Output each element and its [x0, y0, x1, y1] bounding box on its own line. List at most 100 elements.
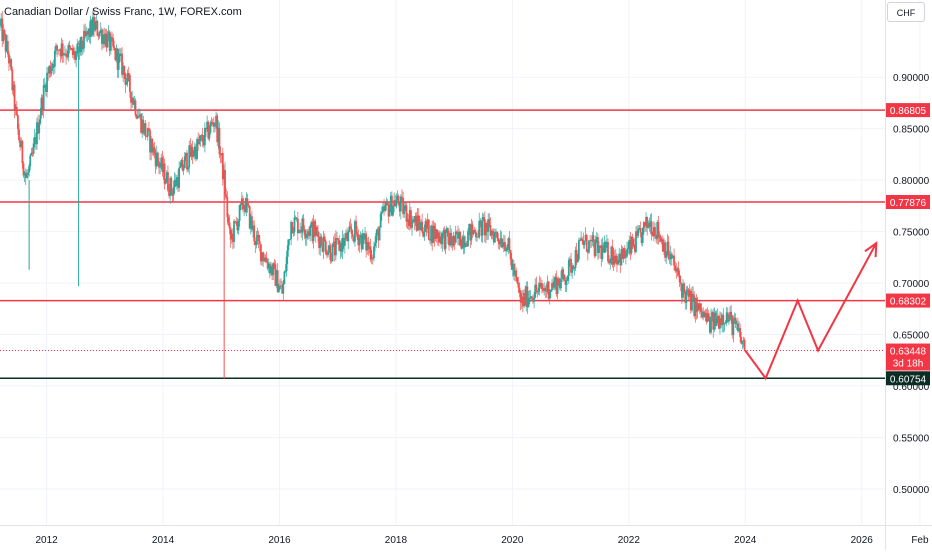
candle-body	[118, 53, 121, 56]
candle-body	[340, 243, 343, 252]
candle-body	[638, 227, 641, 230]
candle-body	[732, 320, 735, 336]
candle-body	[703, 311, 706, 317]
candle-body	[317, 231, 319, 237]
candle-body	[131, 97, 134, 103]
candle-body	[588, 240, 590, 253]
candle-body	[77, 43, 80, 45]
candle-body	[644, 222, 646, 227]
candle-body	[296, 218, 299, 234]
candle-body	[48, 65, 51, 74]
candle-body	[128, 75, 131, 93]
candle-body	[706, 313, 709, 322]
candle-body	[619, 253, 622, 266]
candle-body	[395, 200, 398, 207]
candle-body	[21, 141, 24, 164]
projection-path	[744, 241, 878, 381]
candle-body	[121, 53, 123, 75]
candle-body	[376, 229, 379, 234]
level-label-bg	[886, 293, 930, 308]
candle-body	[378, 227, 381, 241]
currency-button[interactable]: CHF	[887, 2, 925, 22]
candle-body	[351, 233, 354, 237]
candle-body	[197, 139, 200, 145]
candle-body	[469, 223, 472, 241]
candle-body	[560, 278, 562, 289]
candle-body	[134, 100, 137, 116]
candle-body	[362, 233, 365, 240]
projection-polyline[interactable]	[744, 242, 878, 381]
candle-body	[490, 230, 493, 236]
candle-body	[20, 141, 23, 148]
candle-body	[542, 289, 544, 291]
candle-body	[46, 72, 48, 92]
candle-body	[697, 303, 700, 311]
candle-body	[515, 270, 518, 278]
candle-body	[370, 257, 373, 260]
candle-body	[226, 196, 229, 217]
candle-body	[284, 271, 287, 272]
candle-body	[188, 145, 191, 168]
candle-body	[117, 53, 120, 70]
candle-body	[79, 37, 82, 53]
candle-body	[545, 290, 548, 292]
candle-body	[693, 295, 696, 317]
candle-body	[80, 37, 83, 49]
candle-body	[385, 201, 388, 206]
candle-body	[544, 287, 547, 291]
candle-body	[144, 123, 147, 137]
candle-body	[207, 121, 210, 139]
candle-body	[304, 235, 307, 239]
candle-body	[482, 217, 485, 220]
candle-body	[81, 48, 84, 50]
candle-body	[94, 23, 97, 31]
candle-body	[510, 259, 513, 270]
candle-body	[601, 245, 604, 259]
candle-body	[261, 252, 263, 262]
candle-body	[489, 224, 492, 236]
candle-body	[414, 215, 417, 223]
candle-body	[636, 231, 639, 236]
candle-body	[416, 215, 419, 231]
candle-body	[676, 268, 679, 272]
current-price-label: 0.63448	[890, 347, 927, 358]
candle-body	[75, 53, 78, 60]
candle-body	[358, 237, 361, 246]
candle-body	[133, 100, 136, 105]
candle-body	[628, 239, 631, 248]
candle-body	[1, 18, 4, 42]
candle-body	[648, 223, 651, 228]
candle-body	[476, 236, 478, 238]
candle-body	[711, 312, 714, 317]
candle-body	[633, 244, 636, 252]
candle-body	[335, 237, 337, 256]
candle-body	[178, 167, 181, 188]
candle-body	[726, 312, 729, 322]
candle-body	[289, 239, 291, 240]
candle-body	[333, 241, 336, 256]
candle-body	[642, 222, 645, 228]
candle-body	[622, 248, 625, 259]
candle-body	[23, 172, 26, 176]
x-tick-label: 2018	[385, 535, 408, 546]
candle-body	[231, 233, 234, 242]
candle-body	[731, 315, 734, 336]
candle-body	[725, 312, 728, 323]
candle-body	[468, 223, 471, 232]
candle-body	[594, 239, 597, 256]
candle-body	[68, 45, 71, 48]
candle-body	[78, 43, 81, 53]
candle-body	[3, 30, 6, 35]
candle-body	[664, 242, 666, 258]
candle-body	[341, 237, 344, 252]
candle-body	[561, 269, 563, 279]
candle-body	[538, 283, 541, 288]
candle-body	[592, 235, 595, 242]
candle-body	[421, 221, 424, 232]
candle-body	[88, 28, 91, 37]
candle-body	[663, 242, 665, 252]
y-tick-label: 0.85000	[893, 125, 930, 136]
candle-body	[100, 29, 103, 44]
candle-body	[496, 231, 499, 239]
